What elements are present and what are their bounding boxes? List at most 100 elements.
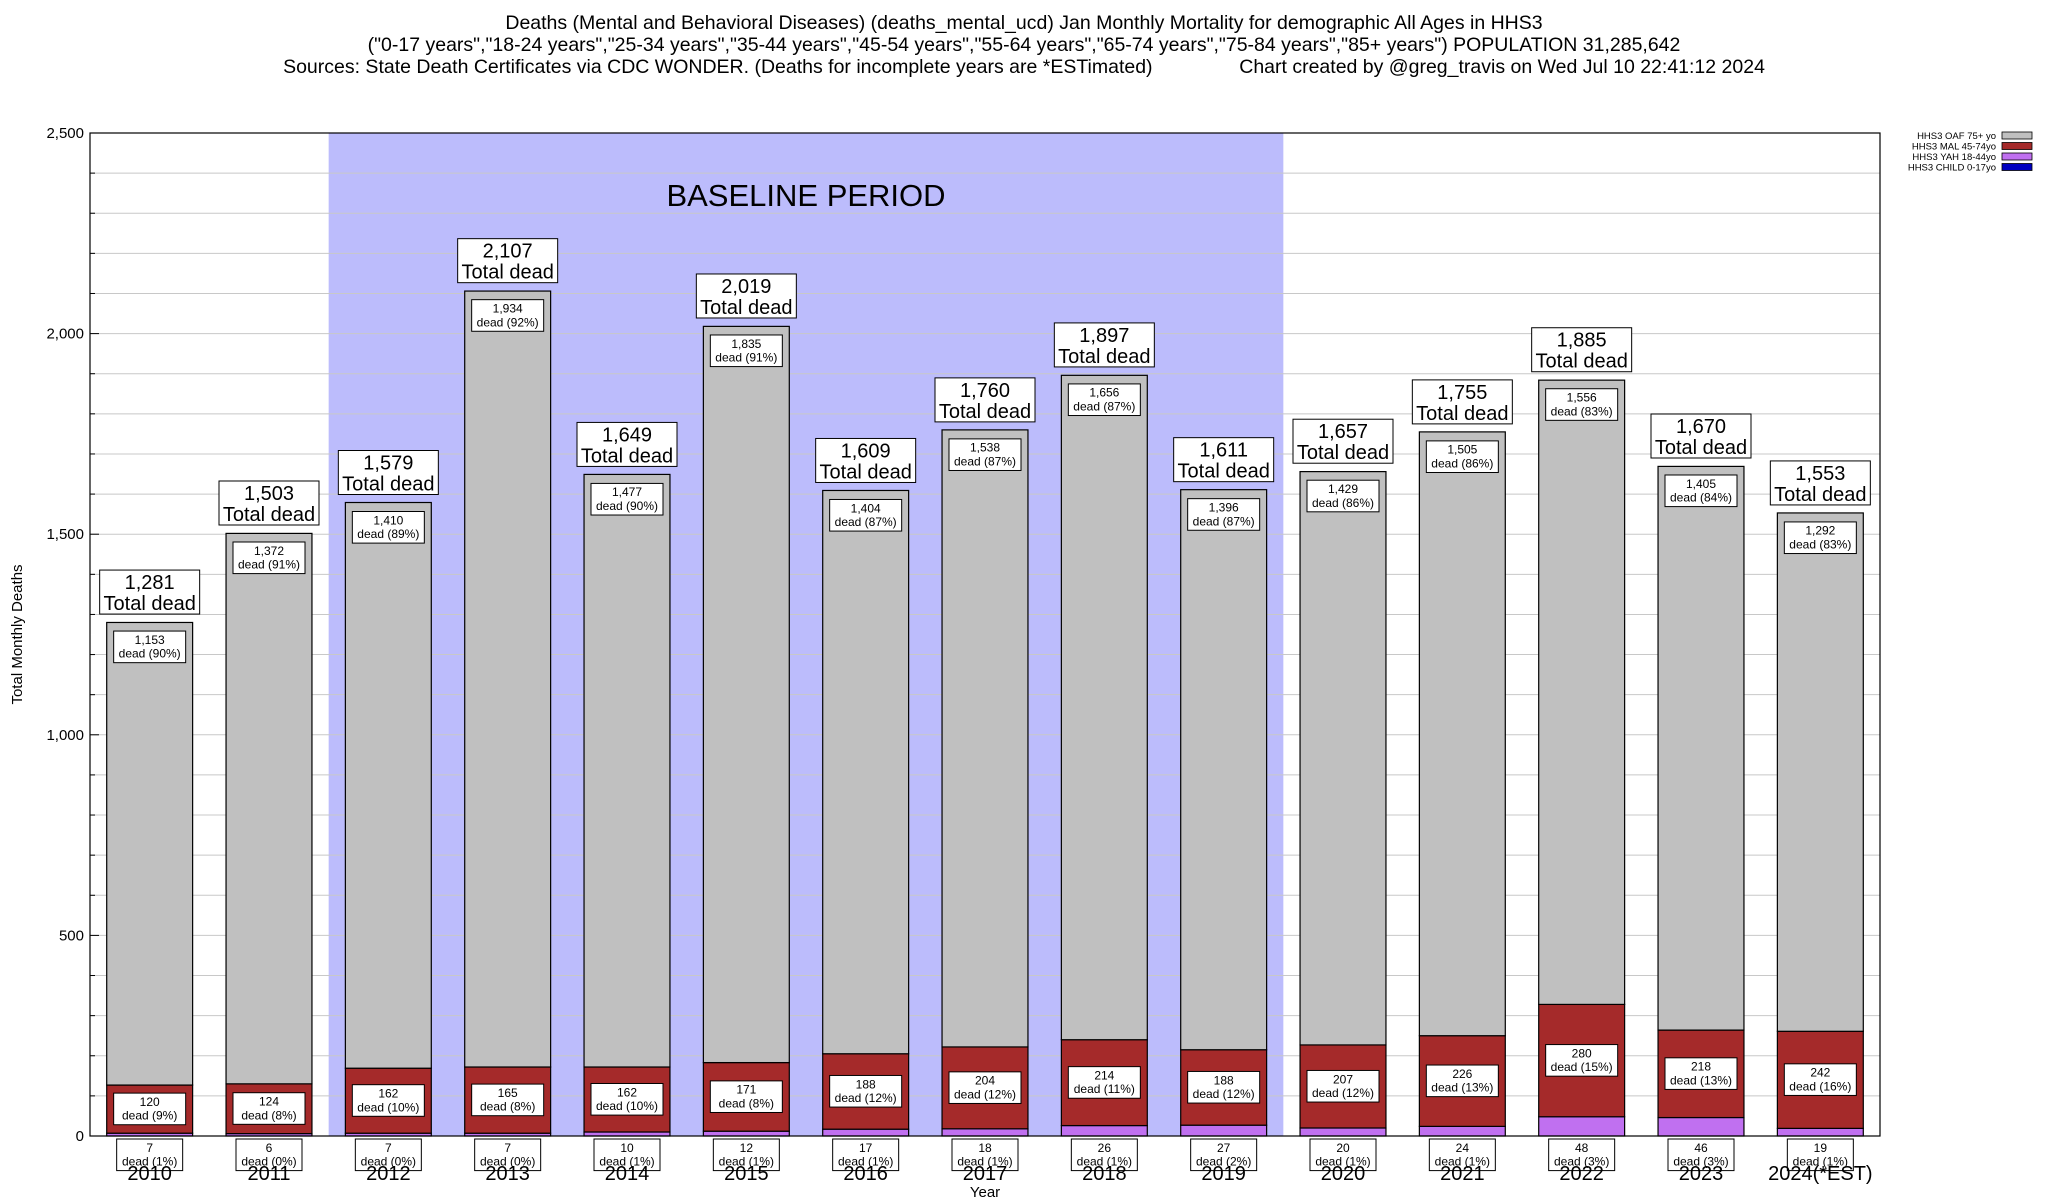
label-oaf-12-box: [1545, 388, 1619, 421]
bar-segment-yah-13: [1657, 1116, 1745, 1137]
label-yah-12-line-0: 48: [1575, 1141, 1589, 1155]
label-yah-1-line-0: 6: [266, 1141, 273, 1155]
total-label-box-12: [1531, 327, 1633, 373]
total-value-14: 1,553: [1795, 463, 1845, 485]
total-label-box-6: [815, 437, 917, 483]
bar-segment-oaf-7: [941, 429, 1029, 1048]
label-yah-10-box: [1309, 1138, 1377, 1172]
label-mal-9-box: [1187, 1070, 1261, 1104]
bar-segment-yah-4: [583, 1131, 671, 1137]
label-mal-8-line-0: 214: [1094, 1068, 1114, 1082]
plot-frame: [89, 132, 1881, 1137]
total-value-7: 1,760: [960, 380, 1010, 402]
x-tick-label-14: 2024(*EST): [1768, 1163, 1873, 1185]
total-label-box-13: [1650, 413, 1752, 459]
label-mal-10-line-1: dead (12%): [1312, 1086, 1374, 1100]
label-mal-10-line-0: 207: [1333, 1072, 1353, 1086]
label-mal-8-line-1: dead (11%): [1074, 1082, 1135, 1096]
x-tick-label-5: 2015: [724, 1163, 769, 1185]
label-mal-14-box: [1783, 1063, 1857, 1096]
label-yah-3-box: [474, 1138, 542, 1172]
label-oaf-14-line-1: dead (83%): [1789, 538, 1851, 552]
label-oaf-8-box: [1067, 383, 1141, 417]
label-yah-3-line-0: 7: [504, 1141, 511, 1155]
label-yah-1-box: [235, 1138, 303, 1172]
total-suffix-14: Total dead: [1774, 484, 1866, 506]
label-yah-4-box: [593, 1138, 661, 1172]
label-mal-10-box: [1306, 1069, 1380, 1103]
total-label-box-0: [99, 569, 201, 615]
baseline-period-label: BASELINE PERIOD: [666, 178, 945, 213]
x-axis-title: Year: [970, 1184, 1000, 1200]
label-yah-9-box: [1190, 1138, 1258, 1172]
label-mal-5-line-1: dead (8%): [719, 1096, 774, 1110]
total-label-box-8: [1053, 322, 1155, 368]
label-mal-5-line-0: 171: [736, 1083, 756, 1097]
total-suffix-7: Total dead: [939, 401, 1031, 423]
label-mal-13-line-1: dead (13%): [1670, 1073, 1732, 1087]
label-mal-3-line-1: dead (8%): [480, 1100, 535, 1114]
total-value-5: 2,019: [721, 276, 771, 298]
total-suffix-10: Total dead: [1297, 442, 1389, 464]
label-oaf-12-line-0: 1,556: [1567, 391, 1597, 405]
label-yah-13-line-0: 46: [1694, 1141, 1708, 1155]
label-yah-6-box: [832, 1138, 900, 1172]
label-yah-10-line-0: 20: [1336, 1141, 1350, 1155]
label-yah-12-box: [1548, 1138, 1616, 1172]
x-tick-label-4: 2014: [605, 1163, 650, 1185]
total-value-11: 1,755: [1437, 382, 1487, 404]
label-mal-8-box: [1067, 1066, 1141, 1099]
label-yah-8-line-0: 26: [1098, 1141, 1112, 1155]
label-oaf-14-box: [1783, 521, 1857, 555]
label-yah-0-line-1: dead (1%): [122, 1155, 177, 1169]
label-yah-2-box: [354, 1138, 422, 1172]
legend-swatch-2: [2001, 152, 2033, 161]
label-mal-1-line-1: dead (8%): [241, 1108, 296, 1122]
y-tick-label-5: 2,500: [46, 125, 84, 142]
label-yah-7-line-0: 18: [978, 1141, 992, 1155]
label-yah-14-box: [1786, 1138, 1854, 1172]
label-mal-12-line-1: dead (15%): [1551, 1060, 1613, 1074]
label-oaf-1-box: [232, 541, 306, 575]
legend-label-1: HHS3 MAL 45-74yo: [1912, 142, 1996, 153]
bar-segment-oaf-14: [1776, 512, 1864, 1032]
label-mal-7-line-0: 204: [975, 1074, 995, 1088]
label-mal-12-line-0: 280: [1572, 1046, 1592, 1060]
label-yah-2-line-0: 7: [385, 1141, 392, 1155]
label-mal-2-line-1: dead (10%): [357, 1100, 419, 1114]
total-suffix-3: Total dead: [462, 262, 554, 284]
chart-subtitle-sources: Sources: State Death Certificates via CD…: [283, 56, 1765, 78]
bar-segment-yah-12: [1538, 1116, 1626, 1137]
total-suffix-4: Total dead: [581, 445, 673, 467]
label-yah-10-line-1: dead (1%): [1315, 1155, 1370, 1169]
label-oaf-5-line-0: 1,835: [731, 337, 761, 351]
label-mal-2-line-0: 162: [378, 1086, 398, 1100]
label-mal-4-line-1: dead (10%): [596, 1099, 658, 1113]
label-yah-13-line-1: dead (3%): [1673, 1155, 1728, 1169]
chart-subtitle-age-groups: ("0-17 years","18-24 years","25-34 years…: [367, 34, 1681, 56]
label-mal-14-line-1: dead (16%): [1789, 1079, 1851, 1093]
label-yah-11-box: [1428, 1138, 1496, 1172]
total-suffix-12: Total dead: [1536, 351, 1628, 373]
